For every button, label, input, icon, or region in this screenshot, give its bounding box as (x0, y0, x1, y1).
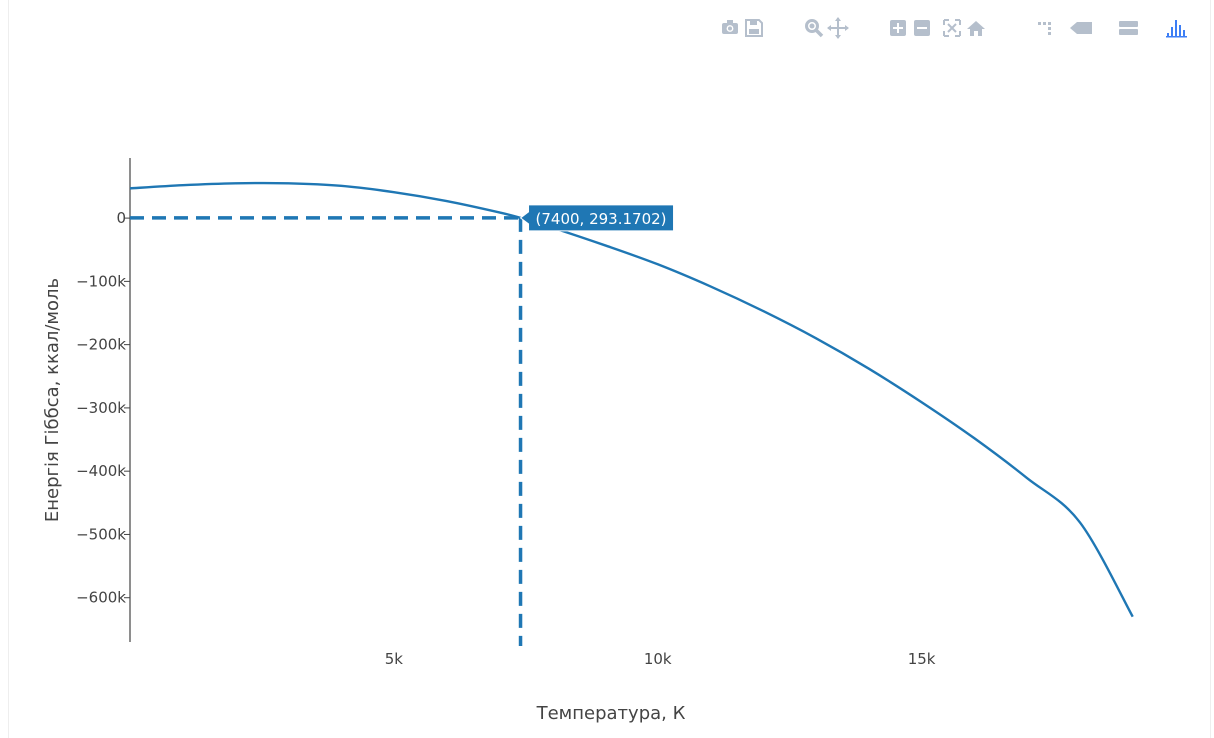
y-tick-label: 0 (116, 209, 126, 227)
modebar-button-camera[interactable] (718, 14, 742, 42)
y-tick-label: −100k (76, 272, 126, 290)
left-border (8, 0, 9, 738)
x-axis-title: Температура, К (536, 703, 686, 724)
modebar-button-autoscale[interactable] (940, 14, 964, 42)
x-tick-label: 15k (908, 650, 936, 668)
modebar-button-spike-lines[interactable] (1034, 14, 1058, 42)
x-tick-labels: 5k 10k 15k (385, 650, 936, 668)
modebar-button-hover-compare[interactable] (1116, 14, 1140, 42)
modebar-button-home[interactable] (964, 14, 988, 42)
y-tick-label: −200k (76, 336, 126, 354)
series-line[interactable] (129, 181, 1134, 618)
home-icon (967, 21, 985, 36)
y-tick-label: −400k (76, 462, 126, 480)
right-border (1210, 0, 1211, 738)
save-icon (745, 19, 763, 37)
hover-label: (7400, 293.1702) (519, 204, 675, 232)
pan-icon (827, 17, 849, 39)
modebar-button-plotly-logo[interactable] (1164, 14, 1188, 42)
camera-icon (722, 20, 738, 34)
hover-label-text: (7400, 293.1702) (536, 210, 667, 228)
modebar-button-zoom[interactable] (802, 14, 826, 42)
zoom-icon (805, 19, 824, 38)
hover-closest-icon (1070, 22, 1092, 34)
modebar-button-hover-closest[interactable] (1068, 14, 1092, 42)
x-tick-label: 5k (385, 650, 404, 668)
zoom-in-icon (890, 20, 906, 36)
y-tick-label: −600k (76, 589, 126, 607)
y-tick-label: −500k (76, 525, 126, 543)
y-tick-labels: 0 −100k −200k −300k −400k −500k −600k (76, 209, 130, 607)
y-tick-label: −300k (76, 399, 126, 417)
modebar-button-zoom-in[interactable] (886, 14, 910, 42)
plotly-logo-icon (1166, 20, 1187, 38)
modebar-button-zoom-out[interactable] (910, 14, 934, 42)
hover-label-box (519, 204, 675, 232)
hover-compare-icon (1119, 21, 1138, 35)
modebar-button-save[interactable] (742, 14, 766, 42)
zoom-out-icon (914, 20, 930, 36)
y-axis-title: Енергія Гіббса, ккал/моль (42, 278, 63, 522)
autoscale-icon (943, 19, 961, 37)
spike-lines-icon (1038, 22, 1051, 35)
x-tick-label: 10k (644, 650, 672, 668)
modebar-button-pan[interactable] (826, 14, 850, 42)
